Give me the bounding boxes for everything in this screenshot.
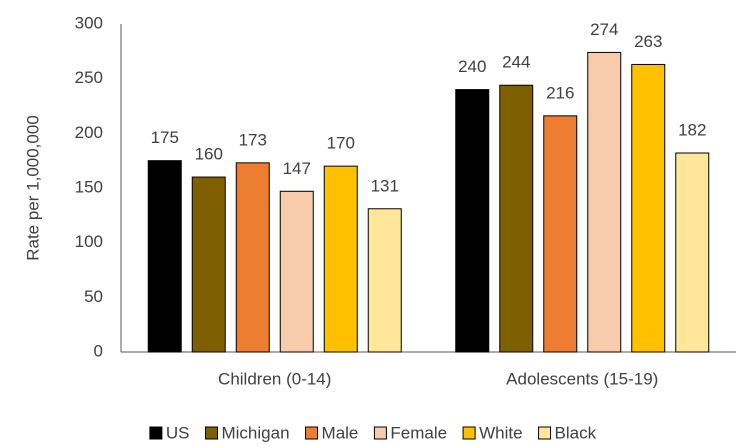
bar [455, 89, 490, 353]
legend-swatch [149, 426, 163, 440]
value-label: 216 [546, 83, 574, 102]
legend-swatch [204, 426, 218, 440]
y-axis-title: Rate per 1,000,000 [23, 115, 42, 261]
value-label: 131 [371, 176, 399, 195]
legend-swatch [373, 426, 387, 440]
y-tick-label: 0 [94, 341, 103, 360]
y-tick-label: 300 [75, 13, 103, 32]
y-tick-label: 250 [75, 68, 103, 87]
bar [543, 115, 578, 353]
bar [147, 160, 182, 353]
value-label: 244 [502, 53, 530, 72]
value-label: 240 [458, 57, 486, 76]
bar [323, 165, 358, 353]
y-tick-label: 50 [84, 287, 103, 306]
y-tick-label: 150 [75, 177, 103, 196]
legend-swatch [305, 426, 319, 440]
legend-label: Female [390, 423, 447, 442]
value-label: 173 [239, 130, 267, 149]
y-tick-label: 200 [75, 123, 103, 142]
bar [235, 162, 270, 353]
legend-label: Black [555, 423, 597, 442]
legend-label: US [166, 423, 190, 442]
x-tick-label: Adolescents (15-19) [506, 369, 658, 388]
legend-label: White [479, 423, 522, 442]
legend-label: Michigan [221, 423, 289, 442]
bar [499, 84, 534, 353]
bar [631, 63, 666, 353]
legend-swatch [538, 426, 552, 440]
bar [191, 176, 226, 353]
x-tick-label: Children (0-14) [218, 369, 331, 388]
bar [675, 152, 710, 353]
bar [279, 190, 314, 353]
value-label: 263 [634, 32, 662, 51]
legend-label: Male [322, 423, 359, 442]
y-tick-label: 100 [75, 232, 103, 251]
value-label: 274 [590, 20, 618, 39]
value-label: 170 [327, 134, 355, 153]
legend-swatch [462, 426, 476, 440]
value-label: 182 [678, 120, 706, 139]
bar [367, 208, 402, 353]
value-label: 160 [195, 145, 223, 164]
value-label: 175 [151, 128, 179, 147]
bar [587, 51, 622, 353]
value-label: 147 [283, 159, 311, 178]
